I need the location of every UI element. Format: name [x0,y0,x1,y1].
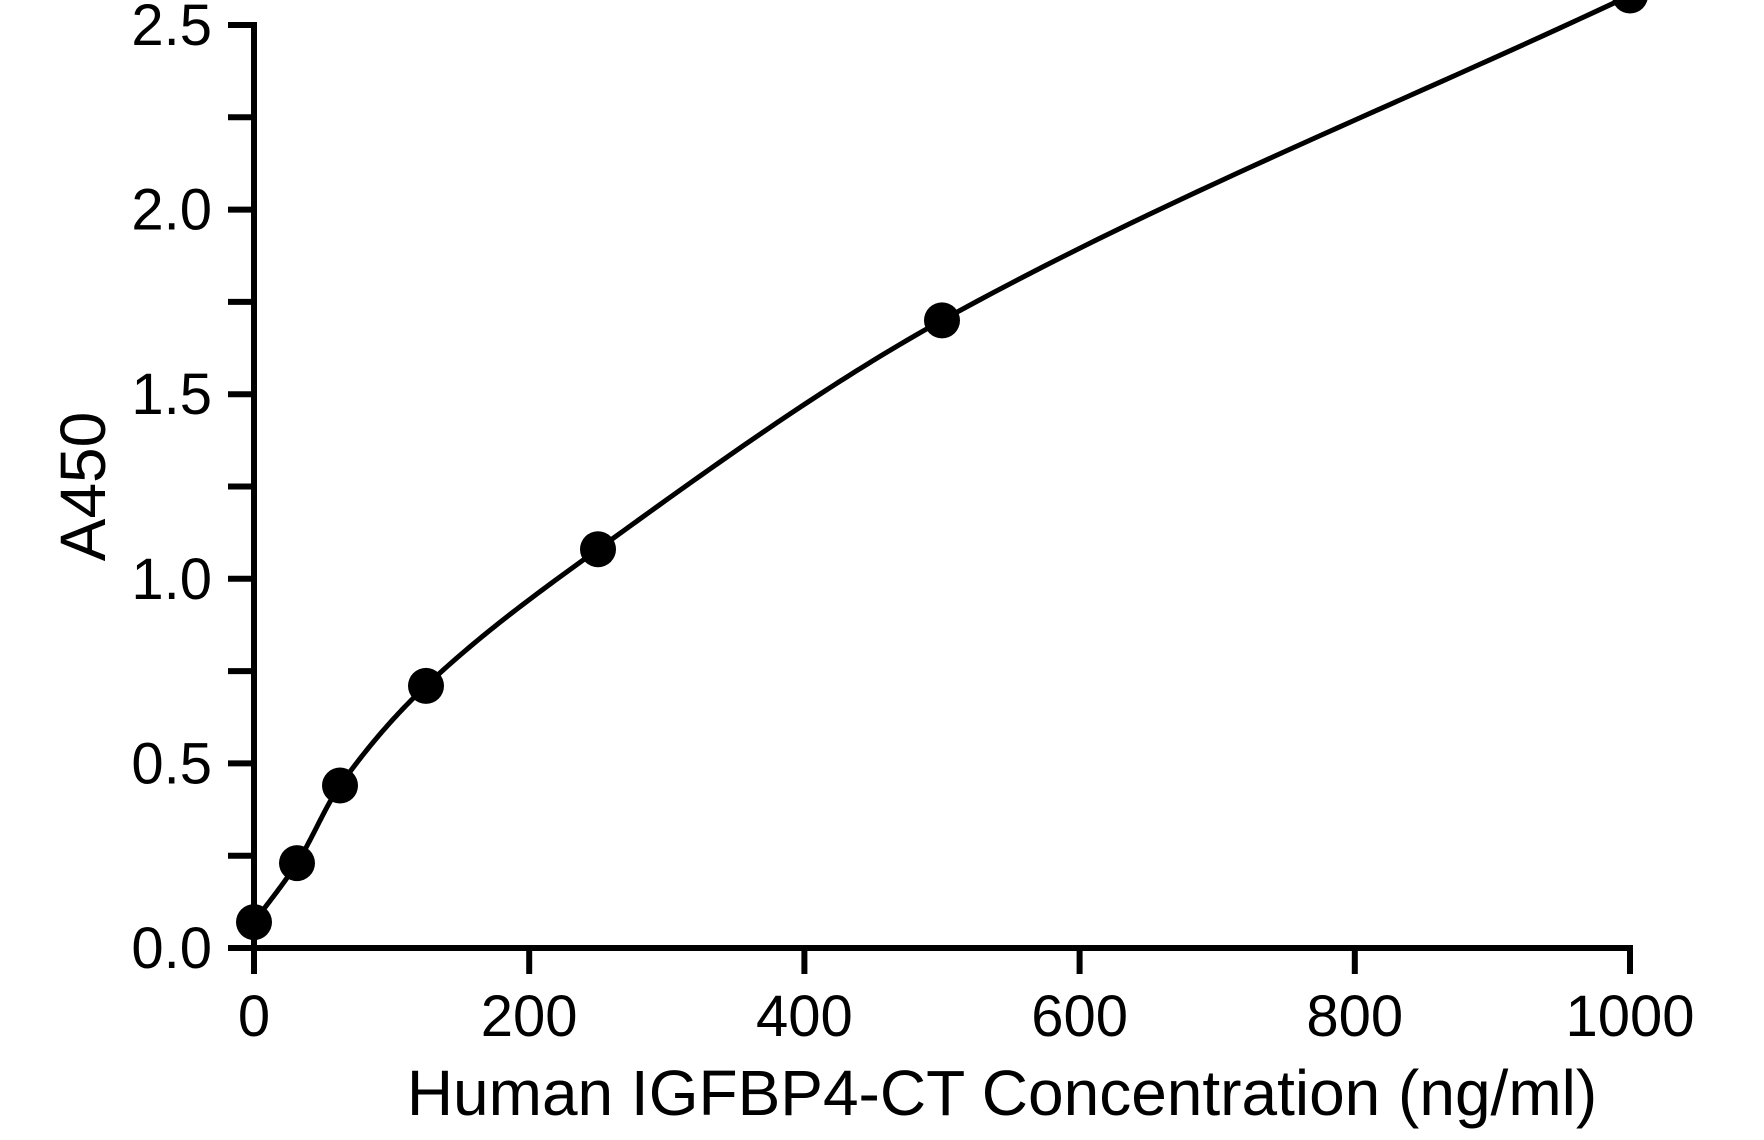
y-tick-label: 0.5 [131,731,212,796]
x-tick-label: 600 [1031,984,1128,1049]
y-tick-label: 1.5 [131,362,212,427]
y-ticks: 0.0 0.5 1.0 1.5 2.0 2.5 [131,0,254,981]
data-point [1612,0,1648,14]
data-point [322,767,358,804]
fit-curve [251,0,1627,924]
axes [251,22,1633,951]
data-point [408,667,444,704]
y-tick-label: 2.0 [131,178,212,243]
x-tick-label: 800 [1306,984,1403,1049]
y-tick-label: 1.0 [131,547,212,612]
y-axis-title: A450 [47,412,119,561]
data-point [236,904,272,941]
data-points [236,0,1648,941]
data-point [580,531,616,568]
x-ticks: 0 200 400 600 800 1000 [238,948,1695,1049]
x-axis-title: Human IGFBP4-CT Concentration (ng/ml) [407,1057,1597,1129]
x-tick-label: 200 [481,984,578,1049]
y-tick-label: 0.0 [131,916,212,981]
y-tick-label: 2.5 [131,0,212,58]
data-point [924,302,960,339]
x-tick-label: 400 [756,984,853,1049]
data-point [279,845,315,882]
x-tick-label: 1000 [1565,984,1694,1049]
x-tick-label: 0 [238,984,270,1049]
